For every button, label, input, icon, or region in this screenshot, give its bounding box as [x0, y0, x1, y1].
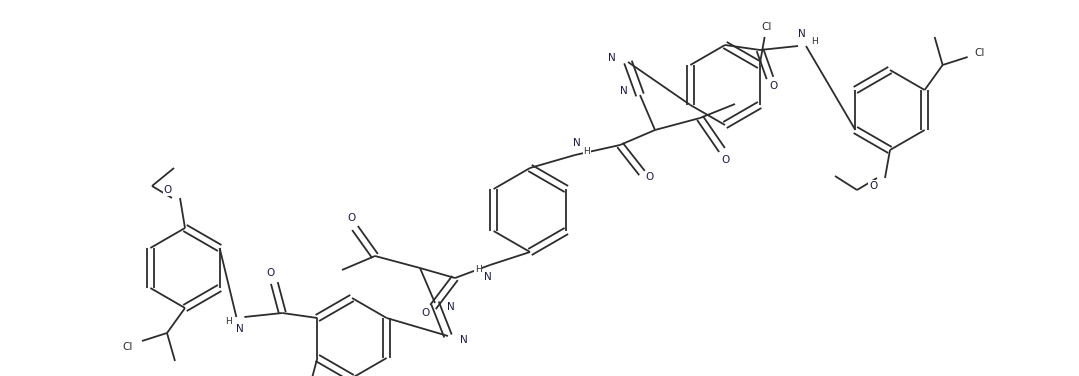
- Text: N: N: [460, 335, 468, 345]
- Text: N: N: [484, 272, 492, 282]
- Text: H: H: [584, 147, 590, 156]
- Text: O: O: [164, 185, 173, 195]
- Text: O: O: [346, 213, 355, 223]
- Text: H: H: [226, 317, 232, 326]
- Text: O: O: [869, 181, 877, 191]
- Text: Cl: Cl: [762, 22, 771, 32]
- Text: N: N: [798, 29, 806, 39]
- Text: N: N: [236, 324, 244, 334]
- Text: N: N: [609, 53, 616, 63]
- Text: O: O: [722, 155, 730, 165]
- Text: N: N: [620, 86, 628, 96]
- Text: N: N: [573, 138, 581, 148]
- Text: O: O: [421, 308, 429, 318]
- Text: O: O: [646, 172, 654, 182]
- Text: Cl: Cl: [123, 342, 133, 352]
- Text: O: O: [770, 81, 778, 91]
- Text: H: H: [810, 38, 818, 47]
- Text: N: N: [447, 302, 455, 312]
- Text: H: H: [475, 264, 481, 273]
- Text: O: O: [267, 268, 274, 278]
- Text: Cl: Cl: [974, 48, 985, 58]
